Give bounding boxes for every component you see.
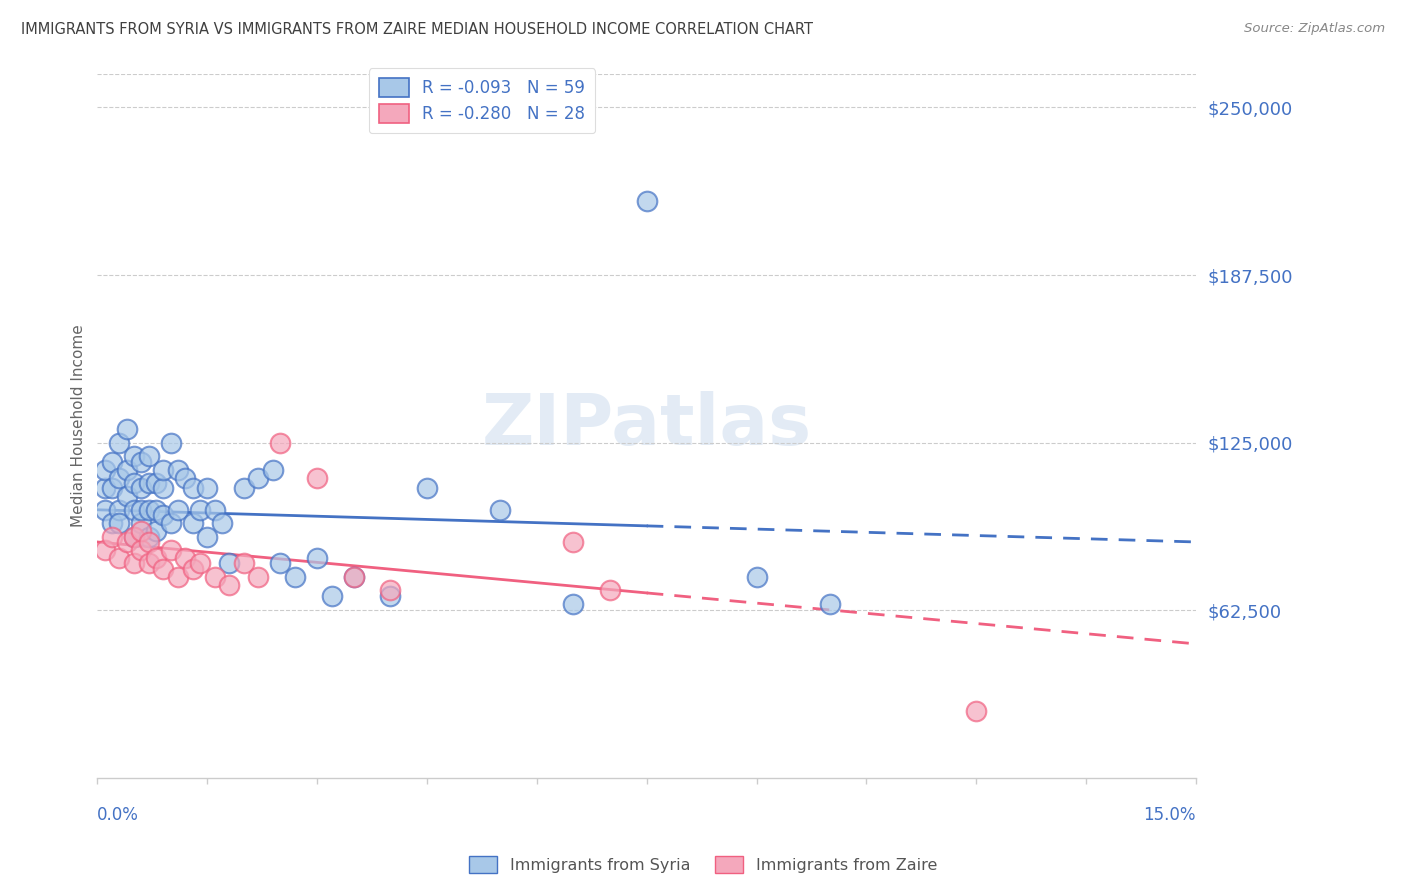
Point <box>115 535 138 549</box>
Point <box>218 557 240 571</box>
Point <box>115 462 138 476</box>
Point <box>204 503 226 517</box>
Point <box>108 551 131 566</box>
Point <box>284 570 307 584</box>
Point <box>181 481 204 495</box>
Text: 0.0%: 0.0% <box>97 806 139 824</box>
Point <box>307 470 329 484</box>
Point <box>122 449 145 463</box>
Point <box>145 524 167 539</box>
Point <box>129 454 152 468</box>
Point <box>269 435 291 450</box>
Point <box>129 481 152 495</box>
Point <box>108 516 131 531</box>
Point <box>138 557 160 571</box>
Point <box>167 503 190 517</box>
Point <box>818 597 841 611</box>
Point <box>129 524 152 539</box>
Text: 15.0%: 15.0% <box>1143 806 1197 824</box>
Point <box>138 530 160 544</box>
Point <box>232 481 254 495</box>
Point <box>181 562 204 576</box>
Point <box>195 530 218 544</box>
Point <box>93 543 115 558</box>
Point <box>145 503 167 517</box>
Point <box>138 475 160 490</box>
Point <box>174 551 197 566</box>
Point <box>269 557 291 571</box>
Point <box>101 454 124 468</box>
Point <box>122 557 145 571</box>
Point <box>195 481 218 495</box>
Point <box>159 516 181 531</box>
Point <box>115 422 138 436</box>
Point <box>489 503 512 517</box>
Point <box>416 481 439 495</box>
Point <box>167 570 190 584</box>
Point <box>93 481 115 495</box>
Point <box>159 435 181 450</box>
Point <box>380 589 402 603</box>
Point <box>108 470 131 484</box>
Point <box>152 562 174 576</box>
Point <box>129 543 152 558</box>
Point <box>965 704 987 718</box>
Point <box>122 503 145 517</box>
Point <box>204 570 226 584</box>
Point <box>745 570 768 584</box>
Point <box>138 503 160 517</box>
Point <box>159 543 181 558</box>
Point <box>167 462 190 476</box>
Point <box>307 551 329 566</box>
Point <box>129 516 152 531</box>
Point <box>152 508 174 523</box>
Legend: R = -0.093   N = 59, R = -0.280   N = 28: R = -0.093 N = 59, R = -0.280 N = 28 <box>368 68 595 133</box>
Point <box>101 481 124 495</box>
Point <box>93 462 115 476</box>
Point <box>188 557 211 571</box>
Point <box>152 481 174 495</box>
Point <box>380 583 402 598</box>
Point <box>108 435 131 450</box>
Point <box>599 583 621 598</box>
Point <box>138 449 160 463</box>
Point <box>211 516 233 531</box>
Point <box>115 489 138 503</box>
Point <box>108 503 131 517</box>
Point <box>101 530 124 544</box>
Point <box>129 503 152 517</box>
Point <box>181 516 204 531</box>
Point <box>247 570 270 584</box>
Point <box>122 530 145 544</box>
Point <box>343 570 366 584</box>
Point <box>262 462 284 476</box>
Point <box>562 597 585 611</box>
Text: IMMIGRANTS FROM SYRIA VS IMMIGRANTS FROM ZAIRE MEDIAN HOUSEHOLD INCOME CORRELATI: IMMIGRANTS FROM SYRIA VS IMMIGRANTS FROM… <box>21 22 813 37</box>
Point <box>636 194 658 209</box>
Text: Source: ZipAtlas.com: Source: ZipAtlas.com <box>1244 22 1385 36</box>
Point <box>562 535 585 549</box>
Point <box>145 475 167 490</box>
Point <box>174 470 197 484</box>
Point <box>101 516 124 531</box>
Point <box>188 503 211 517</box>
Point <box>145 551 167 566</box>
Point <box>247 470 270 484</box>
Point <box>122 530 145 544</box>
Point <box>218 578 240 592</box>
Point <box>122 475 145 490</box>
Legend: Immigrants from Syria, Immigrants from Zaire: Immigrants from Syria, Immigrants from Z… <box>463 849 943 880</box>
Y-axis label: Median Household Income: Median Household Income <box>72 325 86 527</box>
Text: ZIPatlas: ZIPatlas <box>482 392 811 460</box>
Point <box>93 503 115 517</box>
Point <box>343 570 366 584</box>
Point <box>138 535 160 549</box>
Point <box>232 557 254 571</box>
Point <box>321 589 343 603</box>
Point <box>152 462 174 476</box>
